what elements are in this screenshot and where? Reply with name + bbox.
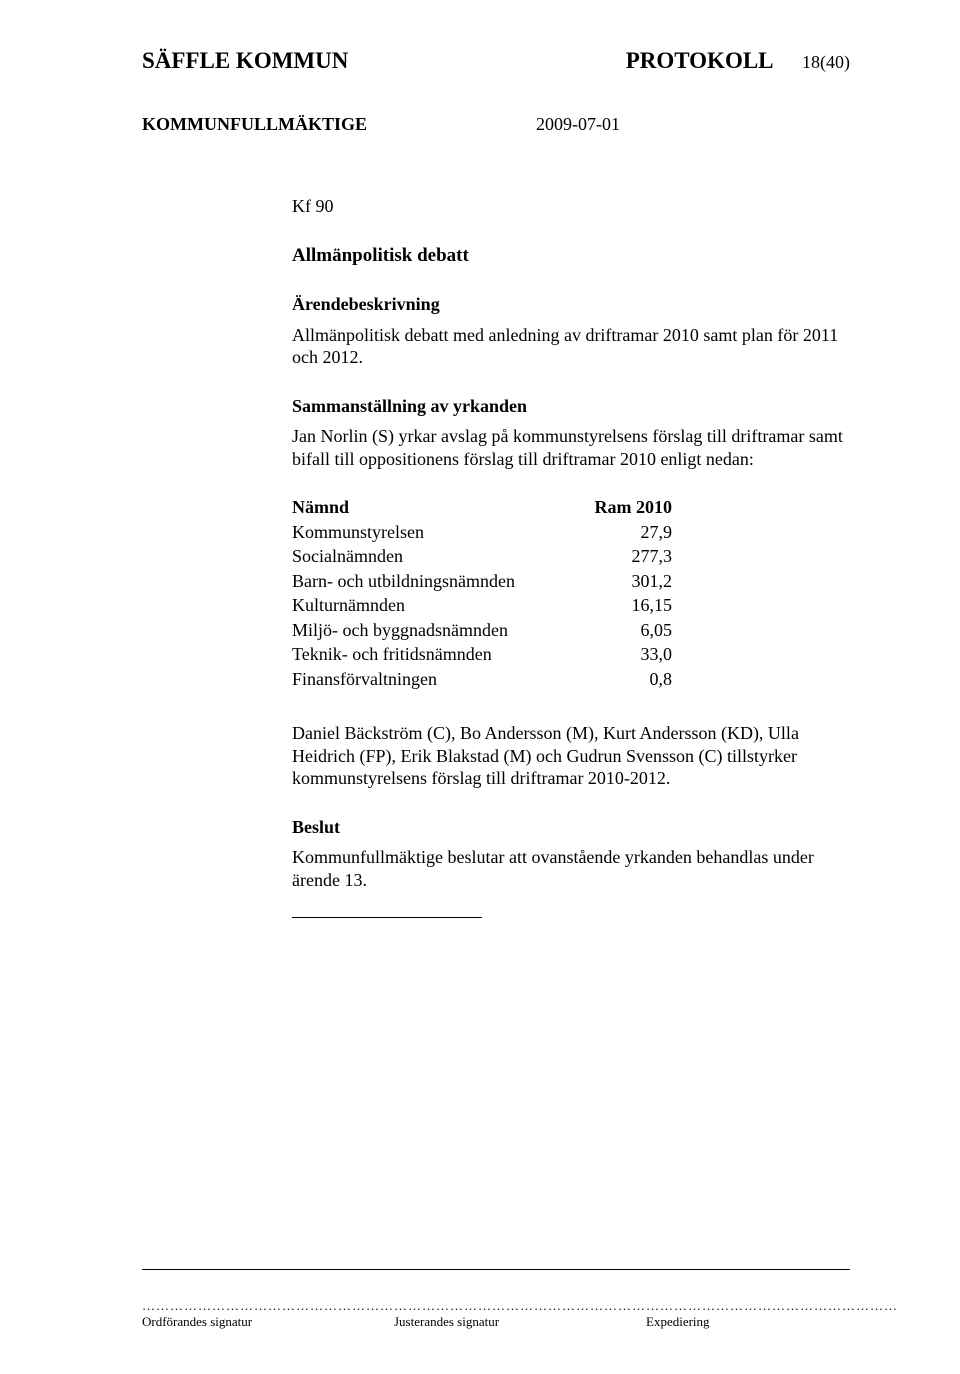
- table-cell-name: Teknik- och fritidsnämnden: [292, 643, 592, 668]
- beslut-heading: Beslut: [292, 816, 850, 839]
- table-cell-name: Miljö- och byggnadsnämnden: [292, 619, 592, 644]
- table-cell-value: 6,05: [592, 619, 672, 644]
- footer-label-expediering: Expediering: [646, 1314, 898, 1330]
- body-block: Kf 90 Allmänpolitisk debatt Ärendebeskri…: [292, 195, 850, 918]
- table-cell-name: Barn- och utbildningsnämnden: [292, 570, 592, 595]
- header-row-1: SÄFFLE KOMMUN PROTOKOLL 18(40): [142, 48, 850, 74]
- kf-number: Kf 90: [292, 195, 850, 218]
- footer-col-ordforande: ……………………………………………… Ordförandes signatur: [142, 1298, 394, 1330]
- table-cell-value: 16,15: [592, 594, 672, 619]
- table-header-ram: Ram 2010: [592, 496, 672, 521]
- header-row-2: KOMMUNFULLMÄKTIGE 2009-07-01: [142, 114, 850, 135]
- table-cell-name: Kommunstyrelsen: [292, 521, 592, 546]
- table-cell-value: 27,9: [592, 521, 672, 546]
- page-footer: ……………………………………………… Ordförandes signatur …: [0, 1269, 960, 1330]
- committee-name: KOMMUNFULLMÄKTIGE: [142, 114, 367, 135]
- table-row: Kommunstyrelsen 27,9: [292, 521, 672, 546]
- org-name: SÄFFLE KOMMUN: [142, 48, 348, 74]
- table-cell-value: 277,3: [592, 545, 672, 570]
- footer-label-ordforande: Ordförandes signatur: [142, 1314, 394, 1330]
- table-row: Finansförvaltningen 0,8: [292, 668, 672, 693]
- table-cell-name: Kulturnämnden: [292, 594, 592, 619]
- table-row: Kulturnämnden 16,15: [292, 594, 672, 619]
- table-row: Barn- och utbildningsnämnden 301,2: [292, 570, 672, 595]
- sammanstallning-text: Jan Norlin (S) yrkar avslag på kommunsty…: [292, 425, 850, 470]
- table-cell-value: 0,8: [592, 668, 672, 693]
- signature-line: [292, 917, 482, 918]
- footer-col-expediering: ……………………………………………… Expediering: [646, 1298, 898, 1330]
- table-cell-name: Socialnämnden: [292, 545, 592, 570]
- footer-dots: ………………………………………………: [394, 1298, 646, 1314]
- footer-rule: [142, 1269, 850, 1270]
- page: SÄFFLE KOMMUN PROTOKOLL 18(40) KOMMUNFUL…: [0, 0, 960, 1374]
- table-row: Miljö- och byggnadsnämnden 6,05: [292, 619, 672, 644]
- table-header-namnd: Nämnd: [292, 496, 592, 521]
- table-cell-value: 301,2: [592, 570, 672, 595]
- ram-table: Nämnd Ram 2010 Kommunstyrelsen 27,9 Soci…: [292, 496, 850, 692]
- beslut-text: Kommunfullmäktige beslutar att ovanståen…: [292, 846, 850, 891]
- table-row: Socialnämnden 277,3: [292, 545, 672, 570]
- document-date: 2009-07-01: [536, 114, 850, 135]
- table-header-row: Nämnd Ram 2010: [292, 496, 672, 521]
- main-title: Allmänpolitisk debatt: [292, 244, 850, 268]
- footer-col-justerande: ……………………………………………… Justerandes signatur: [394, 1298, 646, 1330]
- footer-label-justerande: Justerandes signatur: [394, 1314, 646, 1330]
- arendebeskrivning-text: Allmänpolitisk debatt med anledning av d…: [292, 324, 850, 369]
- footer-dots: ………………………………………………: [646, 1298, 898, 1314]
- doc-type-and-pageno: PROTOKOLL 18(40): [626, 48, 850, 74]
- doc-type: PROTOKOLL: [626, 48, 773, 73]
- page-number: 18(40): [802, 52, 850, 72]
- footer-columns: ……………………………………………… Ordförandes signatur …: [142, 1298, 850, 1330]
- footer-dots: ………………………………………………: [142, 1298, 394, 1314]
- table-cell-value: 33,0: [592, 643, 672, 668]
- sammanstallning-heading: Sammanställning av yrkanden: [292, 395, 850, 418]
- ram-table-element: Nämnd Ram 2010 Kommunstyrelsen 27,9 Soci…: [292, 496, 672, 692]
- table-cell-name: Finansförvaltningen: [292, 668, 592, 693]
- arendebeskrivning-heading: Ärendebeskrivning: [292, 293, 850, 316]
- tillstyrker-paragraph: Daniel Bäckström (C), Bo Andersson (M), …: [292, 722, 850, 790]
- table-row: Teknik- och fritidsnämnden 33,0: [292, 643, 672, 668]
